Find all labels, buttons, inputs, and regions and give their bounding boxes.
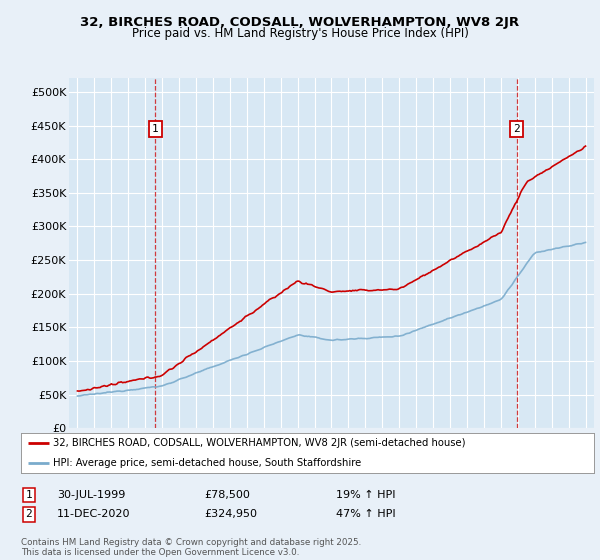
Text: 11-DEC-2020: 11-DEC-2020 [57, 509, 131, 519]
Text: HPI: Average price, semi-detached house, South Staffordshire: HPI: Average price, semi-detached house,… [53, 458, 361, 468]
Text: 2: 2 [514, 124, 520, 134]
Text: 47% ↑ HPI: 47% ↑ HPI [336, 509, 395, 519]
Text: 1: 1 [152, 124, 158, 134]
Text: 19% ↑ HPI: 19% ↑ HPI [336, 490, 395, 500]
Text: 2: 2 [25, 509, 32, 519]
Text: 1: 1 [25, 490, 32, 500]
Text: 32, BIRCHES ROAD, CODSALL, WOLVERHAMPTON, WV8 2JR (semi-detached house): 32, BIRCHES ROAD, CODSALL, WOLVERHAMPTON… [53, 438, 465, 448]
Text: £324,950: £324,950 [204, 509, 257, 519]
Text: 30-JUL-1999: 30-JUL-1999 [57, 490, 125, 500]
Text: 32, BIRCHES ROAD, CODSALL, WOLVERHAMPTON, WV8 2JR: 32, BIRCHES ROAD, CODSALL, WOLVERHAMPTON… [80, 16, 520, 29]
Text: £78,500: £78,500 [204, 490, 250, 500]
Text: Price paid vs. HM Land Registry's House Price Index (HPI): Price paid vs. HM Land Registry's House … [131, 27, 469, 40]
Text: Contains HM Land Registry data © Crown copyright and database right 2025.
This d: Contains HM Land Registry data © Crown c… [21, 538, 361, 557]
